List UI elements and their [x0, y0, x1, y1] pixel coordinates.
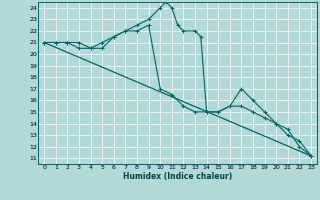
X-axis label: Humidex (Indice chaleur): Humidex (Indice chaleur)	[123, 172, 232, 181]
